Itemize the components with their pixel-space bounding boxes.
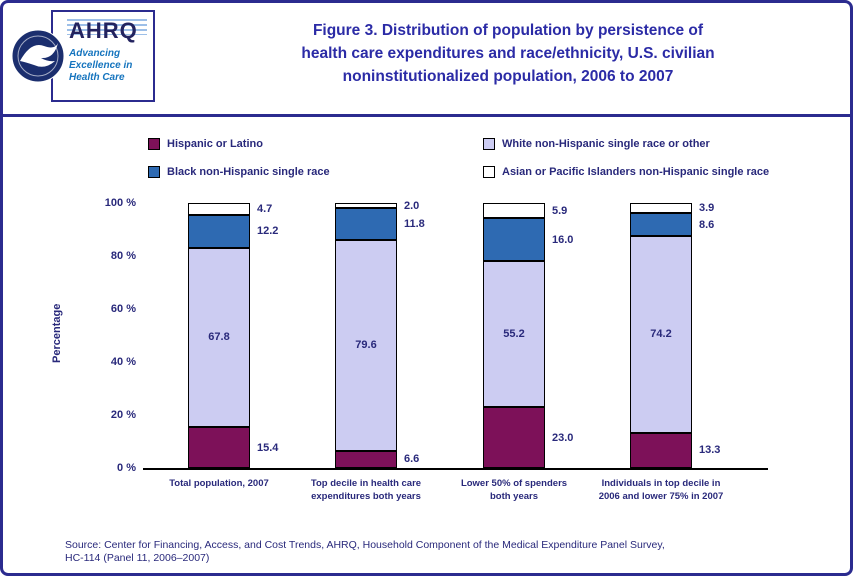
hhs-seal-icon [11, 29, 65, 83]
figure-title: Figure 3. Distribution of population by … [178, 19, 838, 88]
value-label: 16.0 [552, 233, 574, 246]
legend-label: Asian or Pacific Islanders non-Hispanic … [502, 166, 770, 178]
source-note: Source: Center for Financing, Access, an… [65, 539, 830, 565]
legend-label: Black non-Hispanic single race [167, 166, 330, 178]
ahrq-logo-box: AHRQ Advancing Excellence in Health Care [51, 10, 155, 102]
x-axis-label: Total population, 2007 [169, 478, 269, 489]
legend-label: Hispanic or Latino [167, 138, 263, 150]
value-label: 55.2 [503, 327, 525, 340]
value-label: 4.7 [257, 202, 273, 215]
value-label: 15.4 [257, 441, 279, 454]
plot-area: 15.4 67.8 12.2 4.7 6.6 79.6 11.8 2.0 23.0 55.2 16.… [143, 200, 768, 470]
ahrq-logo-stripes [67, 19, 147, 35]
legend-swatch-black [148, 166, 160, 178]
ahrq-tagline-line: Advancing [69, 48, 121, 59]
bar-segment [188, 427, 250, 468]
value-label: 12.2 [257, 225, 279, 238]
ahrq-logo: AHRQ Advancing Excellence in Health Care [11, 10, 155, 102]
legend-swatch-hispanic [148, 138, 160, 150]
value-label: 5.9 [552, 204, 568, 217]
value-label: 2.0 [404, 199, 420, 212]
bar-segment [483, 260, 545, 408]
bar-segment [630, 203, 692, 214]
bar-segment [188, 247, 250, 428]
value-label: 11.8 [404, 217, 425, 230]
bar-segment [630, 236, 692, 433]
ahrq-logo-text: AHRQ [69, 18, 138, 43]
value-label: 8.6 [699, 218, 715, 231]
y-tick-label: 60 % [110, 303, 136, 315]
ahrq-logo-tagline: Advancing Excellence in Health Care [69, 48, 147, 84]
value-label: 67.8 [208, 331, 230, 344]
bar-segment [483, 202, 545, 219]
bar-segment [483, 218, 545, 261]
value-label: 13.3 [699, 444, 721, 457]
bar-segment [188, 202, 250, 216]
y-tick-label: 20 % [110, 409, 136, 421]
value-label: 6.6 [404, 453, 420, 466]
x-axis-label: Lower 50% of spenders both years [460, 478, 568, 502]
header: AHRQ Advancing Excellence in Health Care… [3, 3, 850, 113]
bar-segment [630, 213, 692, 237]
y-tick-label: 0 % [117, 462, 136, 474]
value-label: 3.9 [699, 202, 715, 215]
bar-segment [188, 215, 250, 248]
bar-segment [630, 432, 692, 468]
legend-swatch-white [483, 138, 495, 150]
legend-item-hispanic-or-latino: Hispanic or Latino [148, 138, 263, 150]
legend-swatch-asian [483, 166, 495, 178]
x-axis-label: Top decile in health care expenditures b… [310, 478, 422, 502]
legend-item-black-non-hispanic: Black non-Hispanic single race [148, 166, 330, 178]
bar-segment [335, 203, 397, 209]
ahrq-tagline-line: Health Care [69, 72, 125, 83]
bar-segment [335, 208, 397, 240]
source-line: Source: Center for Financing, Access, an… [65, 539, 665, 551]
bar-segment [483, 407, 545, 468]
legend-label: White non-Hispanic single race or other [502, 138, 710, 150]
legend-item-asian-pacific-islanders: Asian or Pacific Islanders non-Hispanic … [483, 166, 769, 178]
figure-title-line: Figure 3. Distribution of population by … [312, 22, 704, 39]
bar-segment [335, 239, 397, 451]
y-tick-label: 100 % [104, 197, 136, 209]
x-axis-label: Individuals in top decile in 2006 and lo… [598, 478, 724, 502]
source-line: HC-114 (Panel 11, 2006–2007) [65, 552, 210, 564]
y-axis-title: Percentage [51, 303, 63, 363]
ahrq-tagline-line: Excellence in [69, 60, 133, 71]
figure-title-line: health care expenditures and race/ethnic… [301, 45, 715, 62]
figure-title-line: noninstitutionalized population, 2006 to… [342, 68, 674, 85]
value-label: 79.6 [355, 339, 377, 352]
x-axis: Total population, 2007 Top decile in heal… [3, 478, 850, 528]
bar-segment [335, 450, 397, 468]
y-tick-label: 40 % [110, 356, 136, 368]
value-label: 74.2 [650, 328, 672, 341]
legend-item-white-non-hispanic: White non-Hispanic single race or other [483, 138, 710, 150]
header-divider [3, 114, 850, 117]
y-tick-label: 80 % [110, 250, 136, 262]
value-label: 23.0 [552, 431, 574, 444]
y-axis: 0 % 20 % 40 % 60 % 80 % 100 % [91, 197, 136, 474]
